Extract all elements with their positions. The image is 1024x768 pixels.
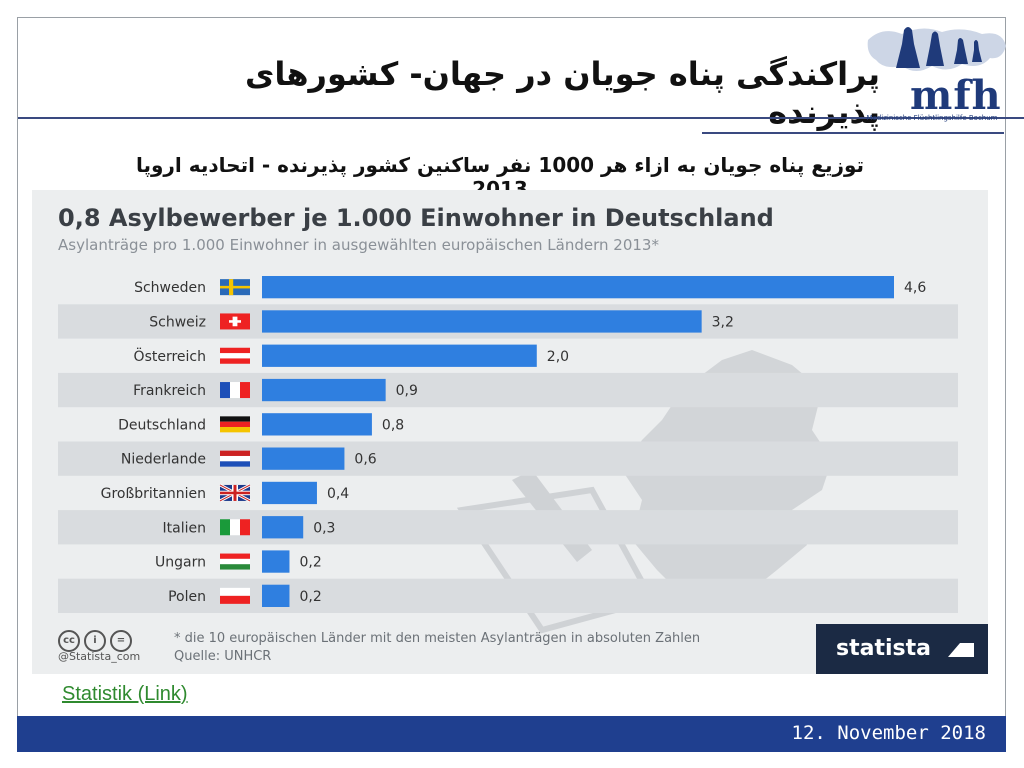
value-label: 0,9	[396, 383, 418, 399]
value-label: 4,6	[904, 280, 926, 296]
austria-flag-icon-part	[220, 353, 250, 358]
italy-flag-icon-part	[230, 519, 240, 535]
france-flag-icon	[220, 382, 250, 398]
value-label: 0,8	[382, 417, 404, 433]
italy-flag-icon	[220, 519, 250, 535]
switzerland-flag-icon	[220, 313, 250, 329]
value-label: 2,0	[547, 349, 569, 365]
poland-flag-icon	[220, 588, 250, 604]
bar	[262, 310, 702, 332]
sweden-flag-icon-part	[220, 286, 250, 289]
category-label: Frankreich	[133, 383, 206, 399]
hungary-flag-icon-part	[220, 554, 250, 559]
slide-title: پراکندگی پناه جویان در جهان- کشورهای پذی…	[150, 55, 880, 131]
poland-flag-icon-part	[220, 588, 250, 596]
category-label: Großbritannien	[101, 486, 206, 502]
value-label: 0,3	[313, 520, 335, 536]
netherlands-flag-icon-part	[220, 461, 250, 466]
netherlands-flag-icon	[220, 451, 250, 467]
category-label: Schweden	[134, 280, 206, 296]
value-label: 3,2	[712, 314, 734, 330]
category-label: Polen	[168, 589, 206, 605]
license-icons: cc i =	[58, 630, 132, 652]
hungary-flag-icon-part	[220, 559, 250, 564]
hungary-flag-icon-part	[220, 564, 250, 569]
category-label: Österreich	[134, 347, 206, 365]
switzerland-flag-icon-part	[229, 320, 241, 323]
germany-flag-icon-part	[220, 416, 250, 421]
austria-flag-icon	[220, 348, 250, 364]
bar	[262, 550, 289, 572]
bar-chart: Schweden 4,6 Schweiz 3,2 Österreich 2,0 Frankr…	[32, 190, 988, 620]
category-label: Ungarn	[155, 555, 206, 571]
footnote: * die 10 europäischen Länder mit den mei…	[174, 631, 700, 646]
value-label: 0,4	[327, 486, 349, 502]
france-flag-icon-part	[230, 382, 240, 398]
statista-handle: @Statista_com	[58, 650, 140, 663]
category-label: Deutschland	[118, 417, 206, 433]
france-flag-icon-part	[220, 382, 230, 398]
slide-date: 12. November 2018	[792, 722, 986, 744]
title-divider-short	[702, 132, 1004, 134]
bar	[262, 482, 317, 504]
bar	[262, 379, 386, 401]
poland-flag-icon-part	[220, 596, 250, 604]
germany-flag-icon-part	[220, 422, 250, 427]
statista-brand: statista	[816, 624, 988, 674]
category-label: Italien	[163, 520, 206, 536]
united-kingdom-flag-icon-part	[220, 492, 250, 495]
italy-flag-icon-part	[240, 519, 250, 535]
bar	[262, 413, 372, 435]
bar	[262, 345, 537, 367]
netherlands-flag-icon-part	[220, 451, 250, 456]
germany-flag-icon	[220, 416, 250, 432]
statista-infographic: 0,8 Asylbewerber je 1.000 Einwohner in D…	[32, 190, 988, 674]
footer-bar: 12. November 2018	[17, 716, 1006, 752]
value-label: 0,2	[299, 589, 321, 605]
netherlands-flag-icon-part	[220, 456, 250, 461]
hungary-flag-icon	[220, 554, 250, 570]
statista-logo-icon	[948, 641, 974, 657]
statistik-link[interactable]: Statistik (Link)	[62, 683, 188, 706]
statista-wordmark: statista	[836, 636, 931, 661]
france-flag-icon-part	[240, 382, 250, 398]
cc-icon: cc	[58, 630, 80, 652]
bar	[262, 448, 344, 470]
italy-flag-icon-part	[220, 519, 230, 535]
category-label: Niederlande	[121, 452, 206, 468]
logo-text: mfh	[910, 72, 1002, 119]
source-line: Quelle: UNHCR	[174, 649, 271, 664]
value-label: 0,6	[354, 452, 376, 468]
category-label: Schweiz	[149, 314, 206, 330]
germany-flag-icon-part	[220, 427, 250, 432]
logo-tagline: Medizinische Flüchtlingshilfe Bochum	[852, 114, 1012, 122]
sweden-flag-icon	[220, 279, 250, 295]
attribution-icon: i	[84, 630, 106, 652]
united-kingdom-flag-icon	[220, 485, 250, 501]
value-label: 0,2	[299, 555, 321, 571]
bar	[262, 585, 289, 607]
equals-icon: =	[110, 630, 132, 652]
bar	[262, 516, 303, 538]
bar	[262, 276, 894, 298]
